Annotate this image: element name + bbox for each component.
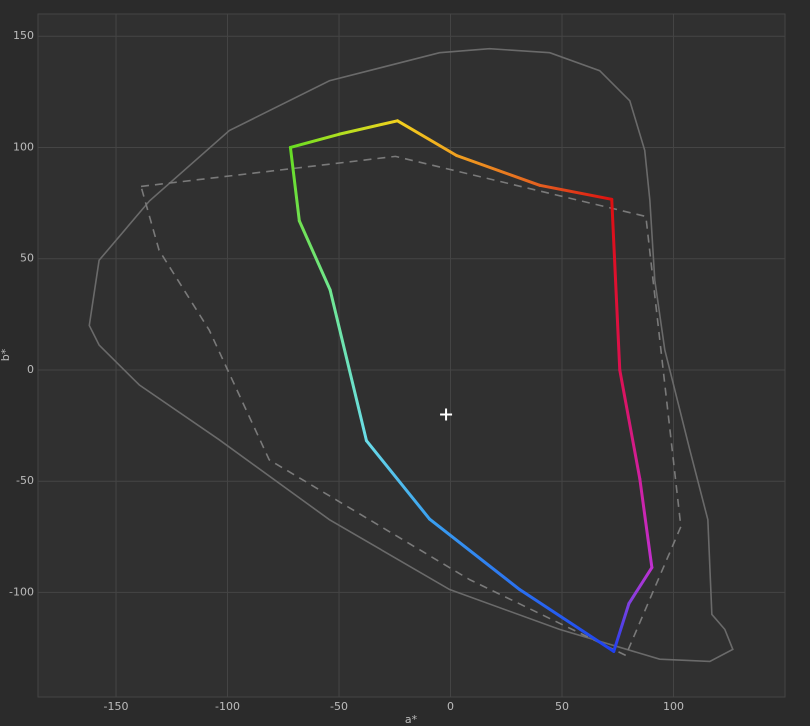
gamut-segment [288,145,301,223]
gamut-segment [627,566,654,606]
gamut-outline [139,155,682,657]
x-tick-label: 0 [447,700,454,713]
white-point [440,408,453,421]
gamut-segment [638,477,654,570]
gamut-segment [395,119,459,157]
gamut-segment [288,132,341,149]
gamut-segment [618,368,642,481]
plot-area [37,13,786,698]
x-tick-label: -50 [330,700,348,713]
gamut-segment [328,288,368,443]
y-axis-label: b* [0,348,12,361]
gamut-segment [337,119,399,136]
gamut-segment [297,219,332,292]
x-tick-label: -100 [215,700,240,713]
gamut-segment [518,588,616,653]
y-tick-label: 150 [13,29,34,42]
gamut-segment [610,197,622,372]
gamut-segment [455,153,542,187]
gamut-segment [364,439,432,521]
y-tick-label: -50 [16,474,34,487]
y-tick-label: 100 [13,140,34,153]
x-tick-label: 50 [555,700,569,713]
gamut-outline [88,47,734,663]
x-tick-label: -150 [104,700,129,713]
y-tick-label: 0 [27,363,34,376]
gamut-segment [538,183,614,201]
y-tick-label: -100 [9,585,34,598]
gamut-segment [428,517,522,592]
gamut-segment [612,602,631,653]
x-axis-label: a* [405,713,418,726]
y-tick-label: 50 [20,252,34,265]
x-tick-label: 100 [663,700,684,713]
